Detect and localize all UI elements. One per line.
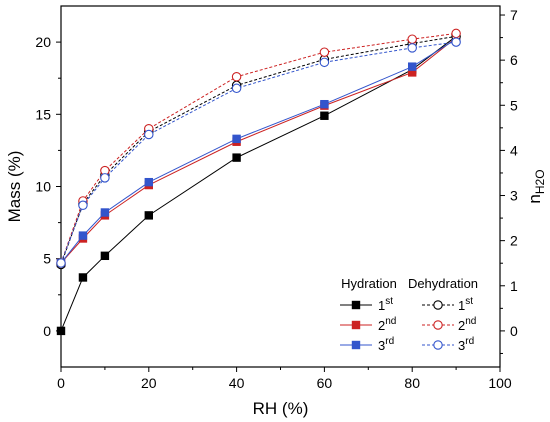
- data-point: [320, 99, 329, 109]
- series-dehydration-2nd: [56, 28, 461, 268]
- series-dehydration-3rd: [56, 37, 461, 268]
- legend-title-hydration: Hydration: [341, 276, 397, 291]
- legend-label: 1st: [458, 296, 473, 313]
- data-point: [319, 47, 330, 57]
- y-tick-label: 10: [35, 179, 51, 195]
- legend-label: 2nd: [458, 316, 476, 333]
- data-point: [451, 37, 461, 47]
- data-point: [231, 83, 242, 94]
- y2-tick-label: 6: [510, 52, 518, 68]
- y2-tick-label: 2: [510, 233, 518, 249]
- data-point: [78, 231, 88, 240]
- legend-marker: [433, 300, 443, 310]
- data-point: [100, 208, 110, 217]
- data-point: [144, 211, 153, 220]
- data-point: [78, 200, 88, 211]
- data-point: [320, 111, 329, 120]
- legend-label-sup: nd: [385, 316, 396, 327]
- y2-tick-label: 0: [510, 323, 518, 339]
- legend-label: 3rd: [378, 336, 394, 353]
- y2-axis-title: nH2O: [525, 169, 547, 203]
- legend-marker: [351, 340, 361, 350]
- y-tick-label: 5: [43, 251, 51, 267]
- data-point: [231, 72, 242, 82]
- data-point: [100, 251, 110, 261]
- plot-frame: [60, 5, 501, 368]
- legend-marker: [351, 320, 361, 330]
- x-tick-label: 0: [57, 375, 65, 391]
- series-line: [60, 35, 457, 332]
- legend-label-sup: nd: [465, 316, 476, 327]
- data-point: [407, 34, 417, 44]
- x-tick-label: 20: [141, 375, 157, 391]
- y2-tick-label: 7: [510, 7, 518, 23]
- series-hydration-2nd: [56, 33, 461, 268]
- x-tick-label: 40: [229, 375, 245, 391]
- data-point: [144, 177, 153, 187]
- y2-axis-title-subscript: H2O: [533, 169, 547, 194]
- series-line: [60, 37, 457, 264]
- legend-label-base: 3: [378, 338, 385, 353]
- y2-tick-label: 5: [510, 97, 518, 113]
- legend-label-sup: st: [385, 296, 393, 307]
- series-line: [60, 38, 457, 264]
- legend-label: 3rd: [458, 336, 474, 353]
- legend-marker: [433, 340, 443, 350]
- data-point: [232, 153, 241, 162]
- legend-marker: [433, 320, 443, 330]
- data-point: [144, 129, 154, 140]
- legend-label-base: 1: [378, 298, 385, 313]
- y-tick-label: 20: [35, 34, 51, 50]
- y2-tick-label: 1: [510, 278, 518, 294]
- data-point: [56, 326, 66, 336]
- data-point: [56, 258, 66, 268]
- series-dehydration-1st: [56, 31, 461, 270]
- data-point: [451, 28, 461, 39]
- y2-axis-title-main: n: [525, 194, 544, 203]
- data-point: [232, 134, 241, 144]
- y-tick-label: 0: [43, 323, 51, 339]
- legend-label-sup: rd: [385, 336, 394, 347]
- y-tick-label: 15: [35, 106, 51, 122]
- y-axis-title: Mass (%): [5, 151, 24, 223]
- y2-tick-label: 3: [510, 188, 518, 204]
- series-hydration-1st: [56, 32, 461, 336]
- legend-label: 1st: [378, 296, 393, 313]
- data-point: [100, 173, 110, 183]
- y2-tick-label: 4: [510, 142, 518, 158]
- x-axis-title: RH (%): [253, 399, 309, 418]
- legend-label-base: 2: [378, 318, 385, 333]
- legend-label-base: 3: [458, 338, 465, 353]
- legend-label-sup: rd: [465, 336, 474, 347]
- series-hydration-3rd: [56, 35, 461, 268]
- legend-label-base: 2: [458, 318, 465, 333]
- legend-label-base: 1: [458, 298, 465, 313]
- series-line: [60, 35, 457, 265]
- legend-marker: [351, 300, 361, 310]
- legend-label: 2nd: [378, 316, 396, 333]
- series-line: [60, 32, 457, 264]
- legend-label-sup: st: [465, 296, 473, 307]
- series-line: [60, 41, 457, 264]
- data-point: [407, 62, 417, 71]
- x-tick-label: 100: [488, 375, 512, 391]
- data-point: [319, 57, 330, 68]
- x-tick-label: 80: [404, 375, 420, 391]
- legend-title-dehydration: Dehydration: [408, 276, 478, 291]
- data-point: [407, 43, 417, 53]
- x-tick-label: 60: [317, 375, 333, 391]
- data-point: [78, 273, 88, 282]
